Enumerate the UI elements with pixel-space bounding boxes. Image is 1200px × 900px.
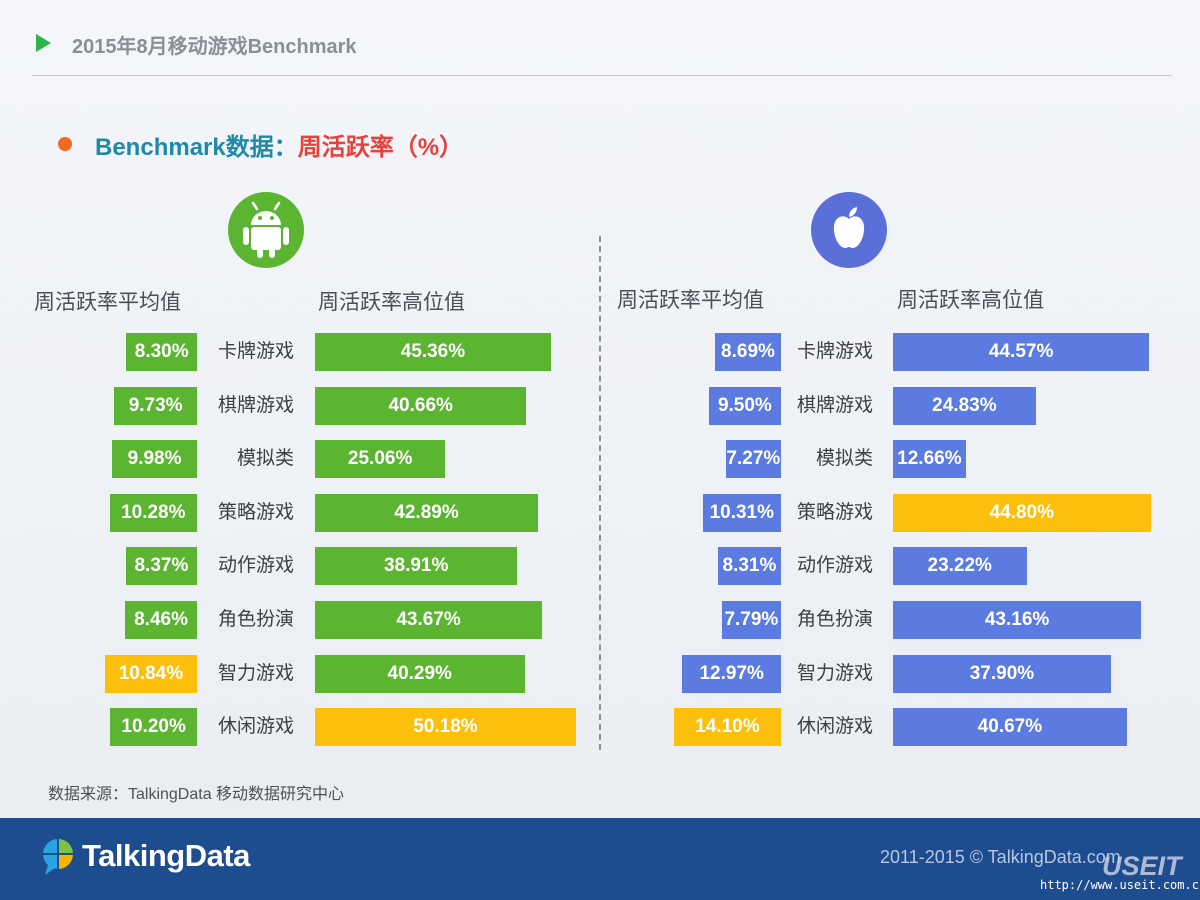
subtitle-metric: 周活跃率（%） (297, 134, 464, 161)
android-high-bar: 50.18% (315, 708, 576, 746)
android-avg-bar: 8.46% (125, 601, 197, 639)
ios-high-bar: 44.57% (893, 333, 1150, 371)
subtitle-lead: Benchmark数据： (95, 134, 298, 161)
ios-category-label: 智力游戏 (796, 663, 873, 684)
android-avg-bar: 10.20% (110, 708, 197, 746)
platform-divider (599, 236, 601, 750)
android-category-label: 卡牌游戏 (217, 341, 294, 362)
title-arrow-icon (36, 34, 51, 52)
ios-category-label: 角色扮演 (796, 609, 873, 630)
android-avg-bar: 10.84% (104, 655, 197, 693)
section-subtitle: Benchmark数据：周活跃率（%） (95, 127, 463, 162)
ios-high-bar: 40.67% (893, 708, 1127, 746)
page-title: 2015年8月移动游戏Benchmark (72, 36, 357, 58)
apple-logo-icon (811, 192, 887, 268)
ios-category-label: 卡牌游戏 (796, 341, 873, 362)
ios-high-bar: 43.16% (893, 601, 1142, 639)
android-high-bar: 40.29% (315, 655, 525, 693)
ios-high-bar: 12.66% (893, 440, 966, 478)
ios-avg-bar: 9.50% (708, 387, 781, 425)
android-high-bar: 45.36% (315, 333, 551, 371)
ios-avg-header: 周活跃率平均值 (617, 289, 764, 312)
android-category-label: 棋牌游戏 (217, 395, 294, 416)
android-high-bar: 25.06% (315, 440, 446, 478)
footer-logo-text: TalkingData (82, 838, 250, 873)
android-high-header: 周活跃率高位值 (318, 291, 465, 314)
ios-category-label: 棋牌游戏 (796, 395, 873, 416)
android-high-bar: 38.91% (315, 547, 518, 585)
ios-high-bar: 44.80% (893, 494, 1151, 532)
android-robot-icon (228, 192, 304, 268)
android-avg-bar: 9.73% (114, 387, 197, 425)
ios-category-label: 动作游戏 (796, 555, 873, 576)
android-category-label: 智力游戏 (217, 663, 294, 684)
ios-avg-bar: 7.27% (725, 440, 781, 478)
data-source-note: 数据来源：TalkingData 移动数据研究中心 (48, 786, 345, 803)
ios-high-bar: 23.22% (893, 547, 1027, 585)
ios-category-label: 策略游戏 (796, 502, 873, 523)
android-category-label: 角色扮演 (217, 609, 294, 630)
android-avg-header: 周活跃率平均值 (34, 291, 181, 314)
ios-high-bar: 24.83% (893, 387, 1036, 425)
ios-avg-bar: 10.31% (702, 494, 781, 532)
android-avg-bar: 8.30% (126, 333, 197, 371)
talkingdata-logo-icon (40, 837, 78, 882)
android-avg-bar: 10.28% (109, 494, 197, 532)
android-high-bar: 42.89% (315, 494, 539, 532)
ios-avg-bar: 12.97% (682, 655, 781, 693)
android-category-label: 模拟类 (236, 448, 294, 469)
ios-high-header: 周活跃率高位值 (897, 289, 1044, 312)
footer-bar (0, 818, 1200, 900)
ios-avg-bar: 8.69% (714, 333, 781, 371)
ios-high-bar: 37.90% (893, 655, 1111, 693)
android-avg-bar: 9.98% (112, 440, 197, 478)
android-category-label: 休闲游戏 (217, 716, 294, 737)
title-divider (32, 75, 1172, 76)
ios-category-label: 休闲游戏 (796, 716, 873, 737)
watermark-url: http://www.useit.com.cn (1040, 878, 1200, 892)
android-high-bar: 43.67% (315, 601, 543, 639)
android-avg-bar: 8.37% (125, 547, 197, 585)
android-category-label: 动作游戏 (217, 555, 294, 576)
watermark-name: USEIT (1102, 851, 1182, 881)
android-category-label: 策略游戏 (217, 502, 294, 523)
android-high-bar: 40.66% (315, 387, 527, 425)
ios-category-label: 模拟类 (815, 448, 873, 469)
ios-avg-bar: 14.10% (673, 708, 781, 746)
ios-avg-bar: 7.79% (721, 601, 781, 639)
footer-copyright: 2011-2015 © TalkingData.com (880, 847, 1121, 867)
ios-avg-bar: 8.31% (717, 547, 781, 585)
bullet-dot-icon (58, 137, 72, 151)
